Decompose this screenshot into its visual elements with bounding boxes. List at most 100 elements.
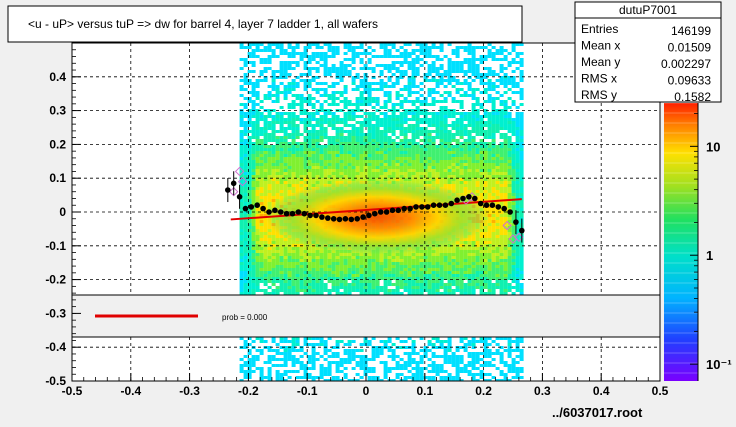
heat-cell <box>495 247 500 250</box>
heat-cell <box>327 121 332 124</box>
heat-cell <box>323 265 328 268</box>
heat-cell <box>355 286 360 289</box>
heat-cell <box>395 283 400 286</box>
heat-cell <box>403 118 408 121</box>
heat-cell <box>431 136 436 139</box>
heat-cell <box>431 289 436 292</box>
heat-cell <box>263 142 268 145</box>
heat-cell <box>395 175 400 178</box>
heat-cell <box>263 241 268 244</box>
heat-cell <box>395 145 400 148</box>
heat-cell <box>423 97 428 100</box>
heat-cell <box>307 100 312 103</box>
heat-cell <box>371 88 376 91</box>
heat-cell <box>431 181 436 184</box>
heat-cell <box>423 139 428 142</box>
heat-cell <box>447 91 452 94</box>
heat-cell <box>379 286 384 289</box>
heat-cell <box>427 160 432 163</box>
heat-cell <box>507 259 512 262</box>
heat-cell <box>327 274 332 277</box>
heat-cell <box>455 79 460 82</box>
heat-cell <box>471 262 476 265</box>
heat-cell <box>283 169 288 172</box>
heat-cell <box>327 109 332 112</box>
heat-cell <box>503 229 508 232</box>
heat-cell <box>323 145 328 148</box>
heat-cell <box>279 43 284 46</box>
heat-cell <box>287 115 292 118</box>
heat-cell <box>303 79 308 82</box>
heat-cell <box>303 181 308 184</box>
heat-cell <box>291 133 296 136</box>
heat-cell <box>399 166 404 169</box>
heat-cell <box>303 289 308 292</box>
heat-cell <box>511 256 516 259</box>
heat-cell <box>263 265 268 268</box>
heat-cell <box>359 169 364 172</box>
heat-cell <box>471 52 476 55</box>
heat-cell <box>275 265 280 268</box>
heat-cell <box>327 154 332 157</box>
heat-cell <box>403 115 408 118</box>
heat-cell <box>499 133 504 136</box>
heat-cell <box>507 253 512 256</box>
heat-cell <box>391 166 396 169</box>
heat-cell <box>283 64 288 67</box>
heat-cell <box>491 193 496 196</box>
heat-cell <box>519 136 524 139</box>
heat-cell <box>335 169 340 172</box>
heat-cell <box>319 172 324 175</box>
heat-cell <box>311 142 316 145</box>
heat-cell <box>379 271 384 274</box>
heat-cell <box>491 262 496 265</box>
heat-cell <box>471 73 476 76</box>
heat-cell <box>247 268 252 271</box>
heat-cell <box>363 64 368 67</box>
heat-cell <box>507 121 512 124</box>
heat-cell <box>503 274 508 277</box>
heat-cell <box>287 256 292 259</box>
heat-cell <box>351 136 356 139</box>
heat-cell <box>483 100 488 103</box>
heat-cell <box>407 256 412 259</box>
heat-cell <box>351 58 356 61</box>
heat-cell <box>327 49 332 52</box>
heat-cell <box>455 253 460 256</box>
heat-cell <box>447 265 452 268</box>
heat-cell <box>427 283 432 286</box>
heat-cell <box>279 289 284 292</box>
heat-cell <box>259 58 264 61</box>
heat-cell <box>439 49 444 52</box>
heat-cell <box>503 49 508 52</box>
heat-cell <box>459 253 464 256</box>
heat-cell <box>283 160 288 163</box>
heat-cell <box>423 178 428 181</box>
heat-cell <box>383 166 388 169</box>
heat-cell <box>323 52 328 55</box>
heat-cell <box>431 55 436 58</box>
heat-cell <box>271 289 276 292</box>
heat-cell <box>347 175 352 178</box>
heat-cell <box>291 283 296 286</box>
heat-cell <box>323 268 328 271</box>
heat-cell <box>327 178 332 181</box>
heat-cell <box>359 145 364 148</box>
heat-cell <box>479 235 484 238</box>
heat-cell <box>495 274 500 277</box>
heat-cell <box>383 85 388 88</box>
heat-cell <box>251 190 256 193</box>
heat-cell <box>387 100 392 103</box>
heat-cell <box>335 76 340 79</box>
heat-cell <box>251 187 256 190</box>
heat-cell <box>395 277 400 280</box>
heat-cell <box>323 88 328 91</box>
heat-cell <box>299 274 304 277</box>
heat-cell <box>447 154 452 157</box>
heat-cell <box>471 49 476 52</box>
heat-cell <box>439 163 444 166</box>
heat-cell <box>479 277 484 280</box>
heat-cell <box>335 139 340 142</box>
heat-cell <box>351 52 356 55</box>
heat-cell <box>495 115 500 118</box>
